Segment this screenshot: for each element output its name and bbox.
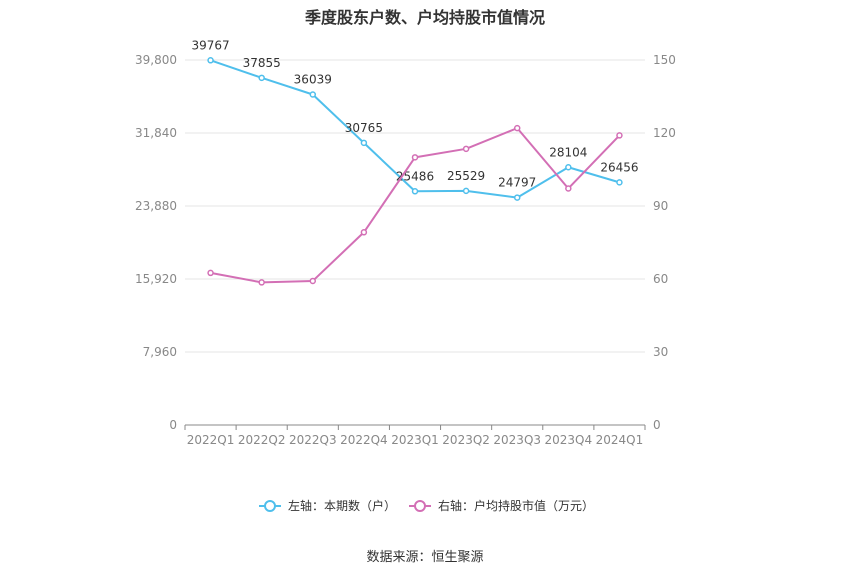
- source-note: 数据来源：恒生聚源: [366, 550, 484, 565]
- right-axis-tick-label: 150: [653, 53, 676, 67]
- series-1-point: [513, 124, 521, 132]
- x-axis-tick-label: 2023Q4: [545, 433, 593, 447]
- series-1-point: [360, 229, 368, 236]
- series-0-point: [207, 57, 214, 64]
- data-label: 39767: [191, 38, 229, 52]
- x-axis-tick-label: 2023Q1: [391, 433, 439, 447]
- left-axis-tick-label: 15,920: [135, 272, 177, 286]
- left-axis-tick-label: 7,960: [143, 345, 177, 359]
- series-0-point: [513, 194, 521, 201]
- left-axis-tick-label: 31,840: [135, 126, 177, 140]
- data-label: 24797: [498, 176, 536, 190]
- legend-swatch-marker: [264, 500, 276, 512]
- data-label: 25529: [447, 169, 485, 183]
- right-axis-tick-label: 30: [653, 345, 668, 359]
- series-1-point: [411, 154, 419, 161]
- series-0-point: [411, 188, 419, 195]
- series-0-point: [360, 139, 368, 147]
- legend-swatch-marker: [414, 500, 426, 512]
- x-axis-tick-label: 2023Q3: [493, 433, 541, 447]
- right-axis-tick-label: 120: [653, 126, 676, 140]
- series-1-point: [258, 279, 265, 286]
- series-1-point: [462, 145, 470, 153]
- right-axis-tick-label: 60: [653, 272, 668, 286]
- data-label: 28104: [549, 145, 587, 159]
- left-axis-tick-label: 23,880: [135, 199, 177, 213]
- x-axis-tick-label: 2022Q2: [238, 433, 286, 447]
- data-label: 30765: [345, 121, 383, 135]
- x-axis-tick-label: 2022Q4: [340, 433, 388, 447]
- right-axis-tick-label: 90: [653, 199, 668, 213]
- data-label: 37855: [243, 56, 281, 70]
- x-axis-tick-label: 2023Q2: [442, 433, 490, 447]
- series-1-point: [616, 132, 623, 139]
- series-0-point: [616, 179, 623, 186]
- series-0-point: [565, 164, 572, 171]
- series-1-point: [207, 269, 214, 277]
- x-axis-tick-label: 2024Q1: [596, 433, 644, 447]
- series-1-point: [565, 185, 572, 192]
- data-label: 26456: [600, 160, 638, 174]
- series-0-point: [462, 187, 470, 195]
- data-label: 36039: [294, 72, 332, 86]
- x-axis-tick-label: 2022Q3: [289, 433, 337, 447]
- legend-label: 右轴：户均持股市值（万元）: [438, 498, 594, 513]
- legend-label: 左轴：本期数（户）: [288, 498, 396, 513]
- x-axis-tick-label: 2022Q1: [187, 433, 235, 447]
- series-1-point: [309, 277, 317, 285]
- right-axis-tick-label: 0: [653, 418, 661, 432]
- left-axis-tick-label: 39,800: [135, 53, 177, 67]
- series-0-point: [309, 91, 317, 98]
- series-0-point: [258, 74, 265, 82]
- left-axis-tick-label: 0: [169, 418, 177, 432]
- chart-title: 季度股东户数、户均持股市值情况: [304, 8, 545, 27]
